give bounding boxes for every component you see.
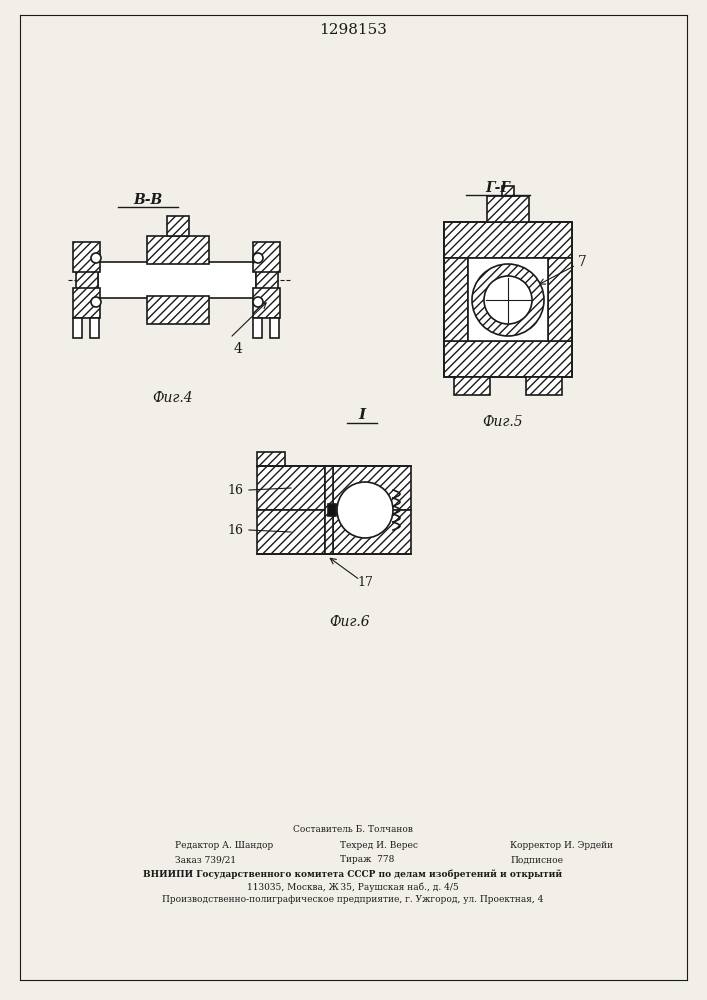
- Text: Г-Г: Г-Г: [486, 181, 510, 195]
- Bar: [444, 258, 468, 341]
- Text: Фиг.6: Фиг.6: [329, 615, 370, 629]
- Bar: [73, 288, 100, 318]
- Bar: [257, 452, 285, 466]
- Text: 16: 16: [227, 524, 243, 536]
- Text: Тираж  778: Тираж 778: [340, 856, 395, 864]
- Bar: [468, 258, 548, 341]
- Bar: [76, 251, 98, 309]
- Bar: [444, 222, 572, 258]
- Text: Заказ 739/21: Заказ 739/21: [175, 856, 236, 864]
- Text: Редактор А. Шандор: Редактор А. Шандор: [175, 842, 273, 850]
- Bar: [147, 296, 209, 324]
- Text: 7: 7: [578, 255, 587, 269]
- Text: 1298153: 1298153: [319, 23, 387, 37]
- Bar: [73, 318, 82, 338]
- Bar: [147, 236, 209, 264]
- Bar: [98, 262, 256, 298]
- Circle shape: [337, 482, 393, 538]
- Bar: [333, 466, 411, 510]
- Bar: [257, 466, 325, 510]
- Text: I: I: [358, 408, 366, 422]
- Text: 113035, Москва, Ж 35, Раушская наб., д. 4/5: 113035, Москва, Ж 35, Раушская наб., д. …: [247, 882, 459, 892]
- Text: 16: 16: [227, 484, 243, 496]
- Bar: [253, 318, 262, 338]
- Circle shape: [91, 253, 101, 263]
- Bar: [454, 377, 490, 395]
- Text: Фиг.4: Фиг.4: [153, 391, 193, 405]
- Circle shape: [253, 253, 263, 263]
- Text: 17: 17: [357, 576, 373, 588]
- Text: Фиг.5: Фиг.5: [483, 415, 523, 429]
- Text: Подписное: Подписное: [510, 856, 563, 864]
- Text: В-В: В-В: [134, 193, 163, 207]
- Bar: [444, 341, 572, 377]
- Text: Техред И. Верес: Техред И. Верес: [340, 842, 418, 850]
- Circle shape: [253, 297, 263, 307]
- Bar: [90, 318, 99, 338]
- Bar: [328, 504, 336, 516]
- Bar: [487, 196, 529, 222]
- Bar: [502, 186, 514, 196]
- Circle shape: [484, 276, 532, 324]
- Circle shape: [91, 297, 101, 307]
- Text: Корректор И. Эрдейи: Корректор И. Эрдейи: [510, 842, 613, 850]
- Bar: [325, 466, 333, 554]
- Bar: [253, 288, 280, 318]
- Text: Производственно-полиграфическое предприятие, г. Ужгород, ул. Проектная, 4: Производственно-полиграфическое предприя…: [163, 896, 544, 904]
- Text: ВНИИПИ Государственного комитета СССР по делам изобретений и открытий: ВНИИПИ Государственного комитета СССР по…: [144, 869, 563, 879]
- Bar: [257, 510, 325, 554]
- Text: 4: 4: [234, 342, 243, 356]
- Circle shape: [472, 264, 544, 336]
- Bar: [444, 222, 572, 377]
- Bar: [253, 242, 280, 272]
- Bar: [270, 318, 279, 338]
- Bar: [167, 216, 189, 236]
- Bar: [256, 251, 278, 309]
- Bar: [548, 258, 572, 341]
- Text: Составитель Б. Толчанов: Составитель Б. Толчанов: [293, 826, 413, 834]
- Bar: [73, 242, 100, 272]
- Bar: [333, 510, 411, 554]
- Bar: [526, 377, 562, 395]
